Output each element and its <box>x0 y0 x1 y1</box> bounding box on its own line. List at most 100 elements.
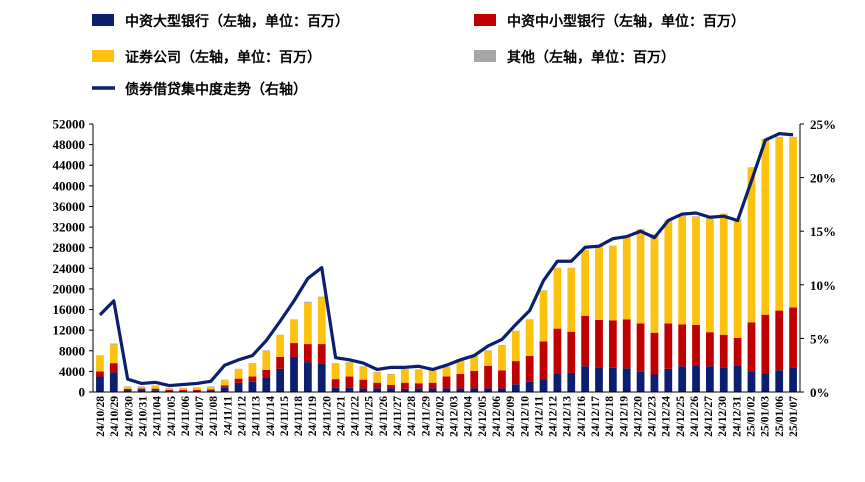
bar-s3-20 <box>373 371 382 373</box>
bar-s0-31 <box>525 381 534 392</box>
plot-area: 0 4000 8000 12000 16000 20000 24000 28000 32000 3… <box>53 117 837 437</box>
bar-s3-30 <box>511 330 520 332</box>
x-tick-label: 24/10/28 <box>95 396 107 437</box>
x-tick-label: 24/11/27 <box>392 396 404 437</box>
x-tick-label: 24/11/21 <box>335 396 347 437</box>
bar-s2-0 <box>96 355 104 372</box>
left-tick-label: 28000 <box>53 240 86 255</box>
bar-s2-47 <box>747 167 756 323</box>
bar-s0-20 <box>373 388 382 392</box>
bar-s0-7 <box>193 390 201 392</box>
bar-s2-40 <box>650 234 659 333</box>
left-tick-label: 8000 <box>59 343 85 358</box>
x-tick-label: 24/12/11 <box>533 396 545 437</box>
x-tick-label: 24/11/28 <box>406 396 418 437</box>
bar-s0-41 <box>664 368 673 392</box>
bar-s0-22 <box>401 388 409 392</box>
left-tick-label: 36000 <box>53 199 86 214</box>
bar-s1-29 <box>498 370 506 389</box>
bar-s2-6 <box>179 388 187 390</box>
bar-s3-7 <box>193 387 201 388</box>
right-tick-label: 25% <box>810 117 836 132</box>
bar-s0-24 <box>428 388 437 392</box>
bar-s2-41 <box>664 220 673 324</box>
bar-s1-6 <box>179 389 187 391</box>
bar-s3-49 <box>775 136 784 138</box>
bar-s3-5 <box>165 387 174 389</box>
bar-s1-0 <box>96 371 104 377</box>
bar-s2-9 <box>220 380 229 386</box>
x-tick-label: 24/12/23 <box>647 396 659 437</box>
bar-s1-40 <box>650 332 659 375</box>
x-tick-label: 24/12/10 <box>519 396 531 437</box>
bar-s1-38 <box>622 319 631 369</box>
bar-s1-11 <box>248 376 257 382</box>
bar-s1-8 <box>206 389 215 391</box>
bar-s2-46 <box>733 219 742 338</box>
bar-s1-5 <box>165 389 174 391</box>
bar-s2-44 <box>706 218 714 333</box>
right-tick-label: 20% <box>810 171 836 186</box>
x-tick-label: 24/12/05 <box>477 396 489 437</box>
bar-s0-4 <box>151 390 160 392</box>
bar-s0-49 <box>775 370 784 392</box>
bar-s0-1 <box>109 372 118 392</box>
bar-s0-38 <box>622 368 631 392</box>
bar-s1-49 <box>775 310 784 371</box>
bar-s0-23 <box>414 388 423 392</box>
bar-s1-30 <box>511 361 520 385</box>
x-tick-label: 24/12/06 <box>491 396 503 437</box>
bar-s0-16 <box>317 363 326 392</box>
bar-s0-14 <box>290 356 298 392</box>
x-tick-label: 25/01/03 <box>760 396 772 437</box>
bar-s1-48 <box>761 314 770 374</box>
bar-s3-13 <box>276 334 285 336</box>
bar-s0-27 <box>470 388 479 392</box>
x-tick-label: 24/10/29 <box>109 396 121 437</box>
bar-s3-33 <box>553 267 562 269</box>
x-tick-label: 24/10/31 <box>137 396 149 437</box>
left-tick-label: 32000 <box>53 220 86 235</box>
bar-s0-44 <box>706 366 714 392</box>
bar-s0-17 <box>331 387 340 392</box>
x-tick-label: 24/12/19 <box>618 396 630 437</box>
bar-s0-48 <box>761 373 770 392</box>
bar-s3-18 <box>345 362 354 363</box>
bar-s1-7 <box>193 389 201 391</box>
left-tick-label: 48000 <box>53 137 86 152</box>
bar-s3-43 <box>692 216 700 217</box>
bar-s2-42 <box>678 216 687 325</box>
bar-s3-29 <box>498 345 506 346</box>
bar-s2-36 <box>595 246 603 320</box>
x-tick-label: 24/11/19 <box>307 396 319 437</box>
x-tick-label: 24/11/25 <box>364 396 376 437</box>
bar-s1-3 <box>137 388 146 390</box>
bar-s3-45 <box>719 213 728 215</box>
x-tick-label: 24/11/06 <box>180 396 192 437</box>
x-tick-label: 24/10/30 <box>123 396 135 437</box>
bar-s0-12 <box>262 377 271 392</box>
x-tick-label: 24/11/08 <box>208 396 220 437</box>
bar-s1-22 <box>401 382 409 389</box>
bar-s3-47 <box>747 167 756 168</box>
bar-s3-12 <box>262 350 271 351</box>
x-tick-label: 24/11/26 <box>378 396 390 437</box>
bar-s2-26 <box>456 359 465 374</box>
bar-s1-18 <box>345 376 354 388</box>
bar-s3-28 <box>484 350 492 351</box>
bar-s1-16 <box>317 344 326 364</box>
left-tick-label: 44000 <box>53 158 86 173</box>
bar-s0-46 <box>733 365 742 392</box>
bar-s0-40 <box>650 374 659 392</box>
bar-s0-25 <box>442 388 451 392</box>
legend-label: 证券公司（左轴，单位：百万） <box>125 49 321 66</box>
bar-s2-39 <box>636 229 645 324</box>
bar-s2-34 <box>567 268 576 332</box>
bar-s2-16 <box>317 297 326 345</box>
bar-s3-15 <box>303 301 312 303</box>
bar-s1-17 <box>331 379 340 388</box>
bar-s2-38 <box>622 237 631 320</box>
bar-s2-30 <box>511 331 520 362</box>
bar-s3-6 <box>179 387 187 389</box>
bar-s2-8 <box>206 386 215 390</box>
